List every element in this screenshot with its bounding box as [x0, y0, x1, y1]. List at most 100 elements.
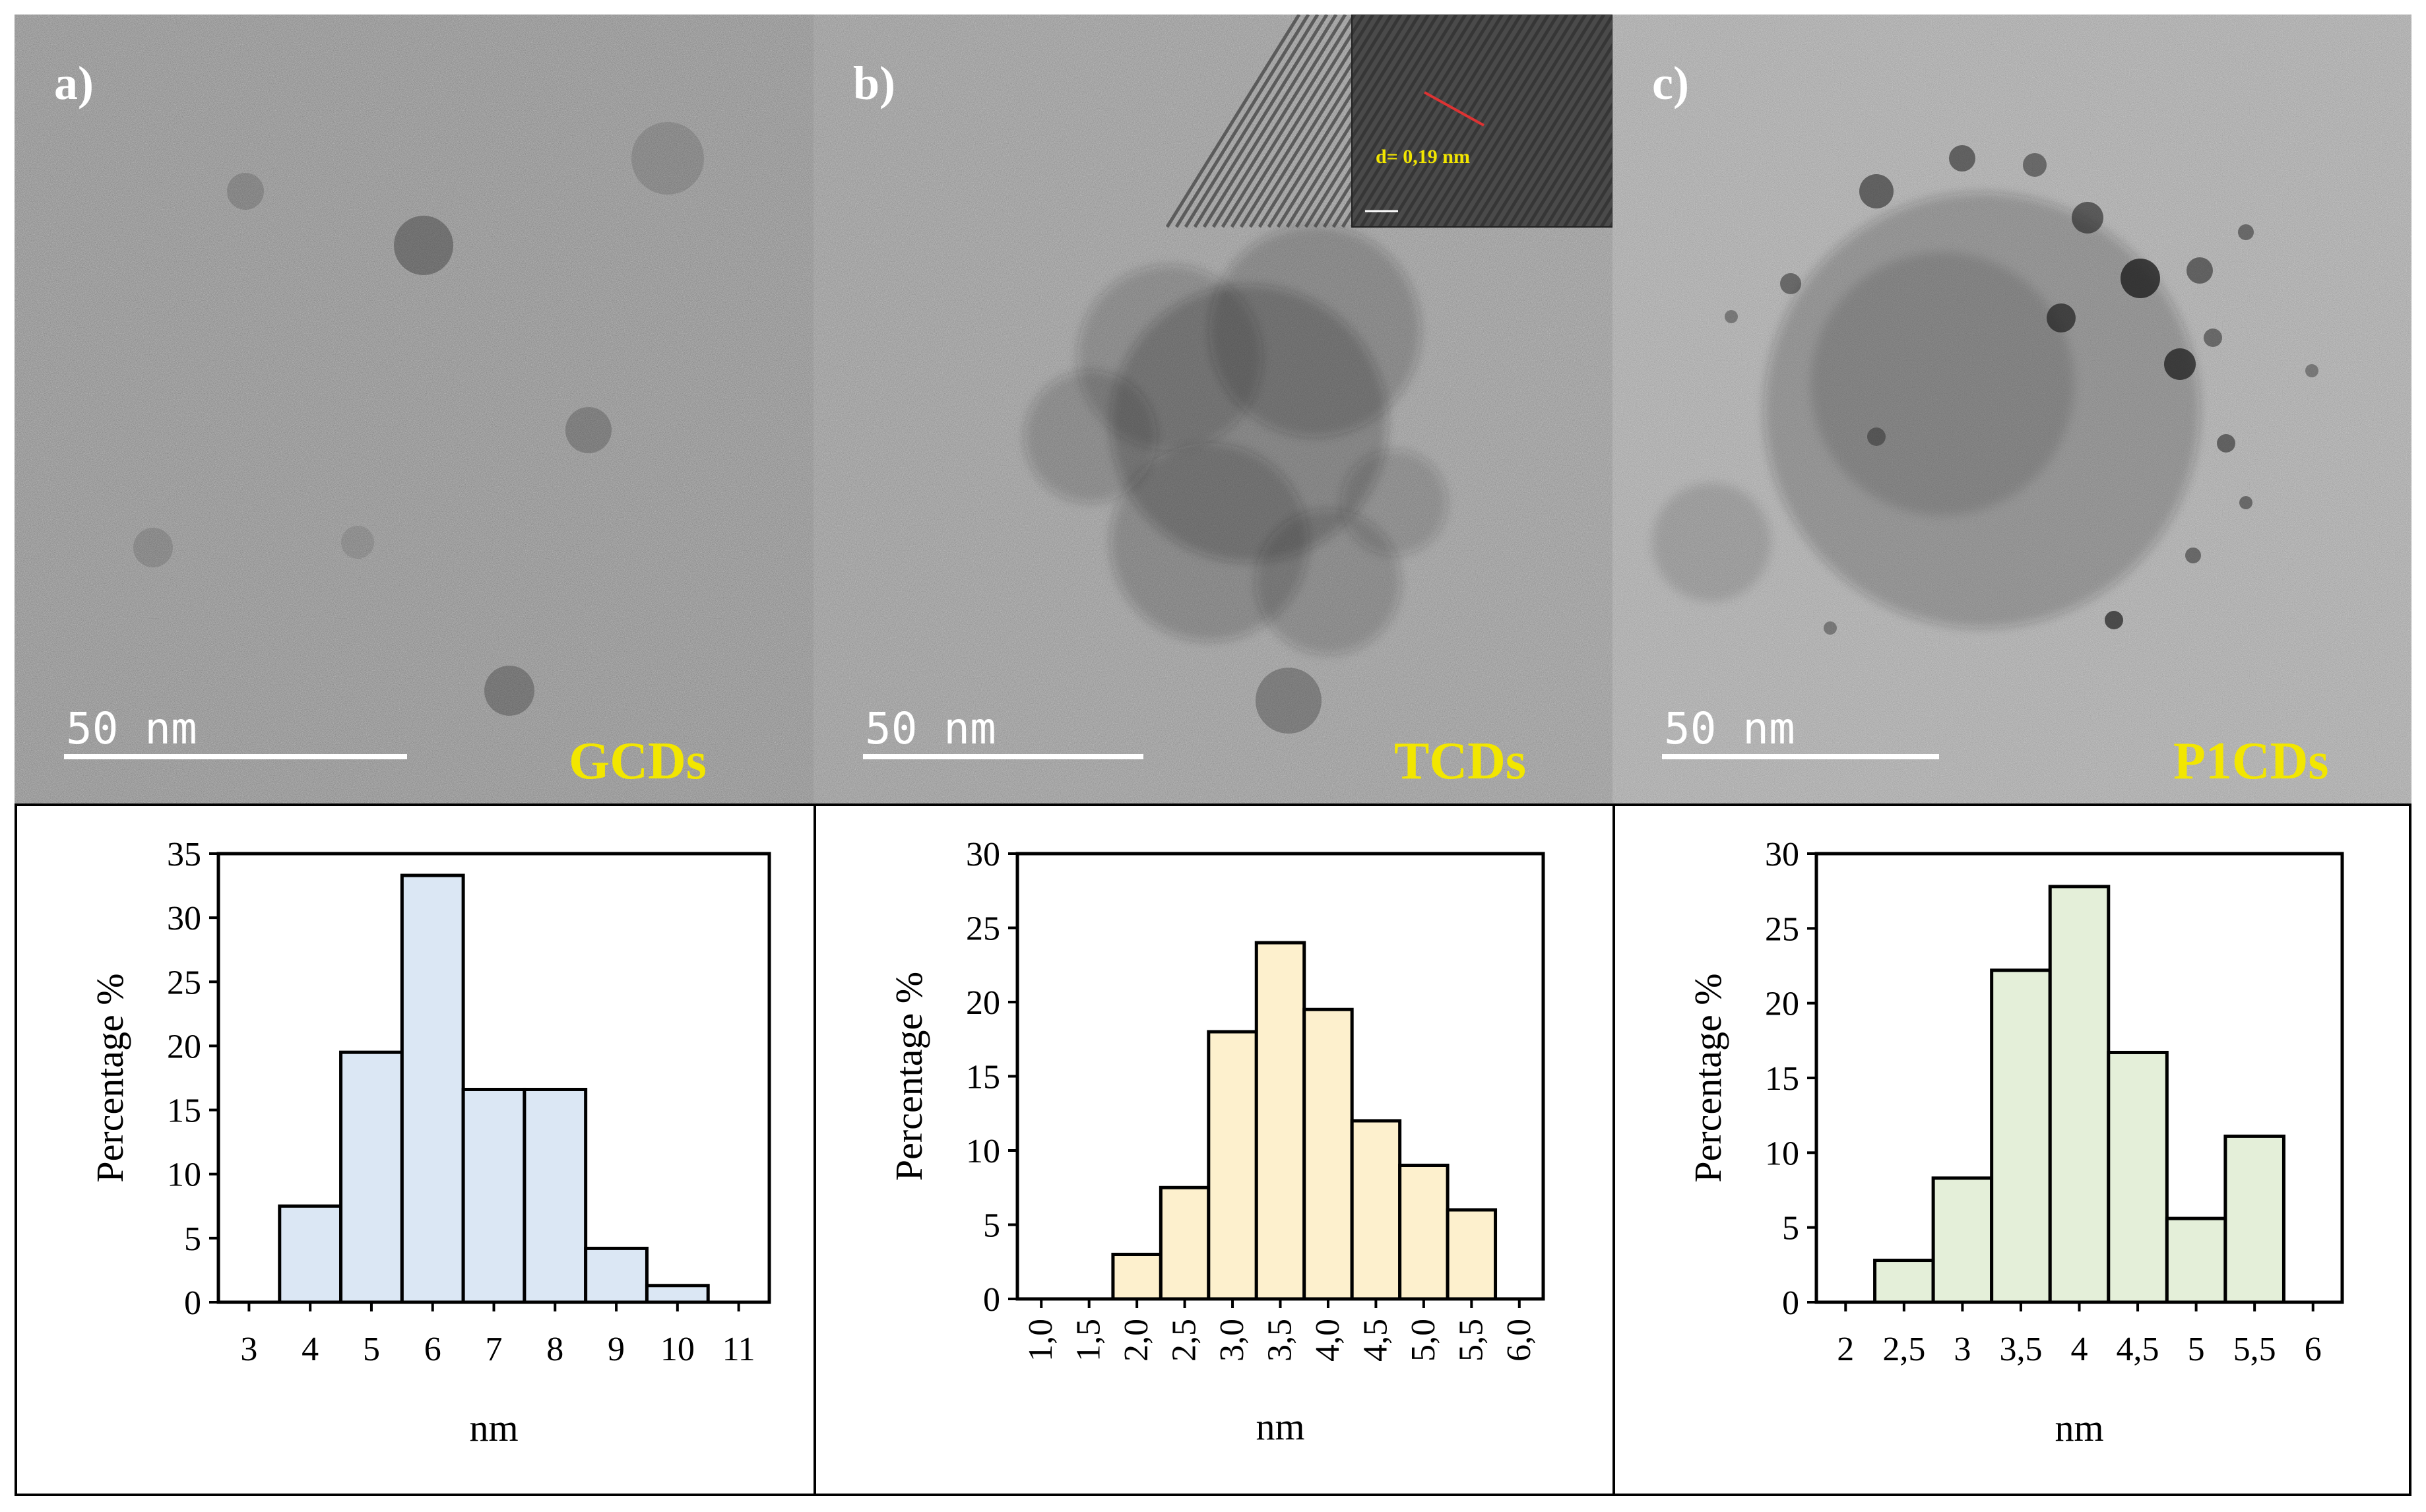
- y-axis: 0 5 10 15 20 25 30 35: [167, 836, 218, 1322]
- nanoparticle: [341, 526, 374, 559]
- y-tick-label: 35: [167, 836, 201, 873]
- x-tick-label: 2,5: [1882, 1331, 1925, 1368]
- micrograph-noise: [15, 15, 814, 803]
- tem-image-b: d= 0,19 nm 50 nm b) TCDs: [814, 15, 1612, 803]
- y-axis-label: Percentage %: [1686, 973, 1729, 1182]
- tem-image-a: 50 nm a) GCDs: [15, 15, 814, 803]
- histogram-bar: [1446, 1208, 1498, 1301]
- x-tick-label: 3: [240, 1331, 257, 1368]
- nanoparticle: [394, 216, 453, 275]
- x-tick-label: 5: [363, 1331, 380, 1368]
- histogram-bar: [1207, 1030, 1258, 1301]
- nanoparticle: [2047, 303, 2076, 332]
- x-tick-label: 3,5: [1261, 1319, 1299, 1362]
- x-tick-label: 2: [1837, 1331, 1854, 1368]
- bar-group: [1111, 941, 1498, 1301]
- panel-letter: a): [54, 57, 94, 110]
- nanoparticle: [1824, 621, 1837, 635]
- histogram-bar: [400, 873, 465, 1304]
- nanoparticle: [1725, 310, 1738, 323]
- x-tick-label: 1,5: [1070, 1319, 1108, 1362]
- histogram-bar: [339, 1050, 404, 1304]
- histogram-bar: [1931, 1176, 1994, 1304]
- particle-group: [1652, 145, 2318, 635]
- x-axis: 1,0 1,5 2,0 2,5 3,0 3,5 4,0 4,5 5,0 5,5 6,0: [1022, 1299, 1538, 1362]
- nanoparticle: [1867, 427, 1886, 446]
- nanoparticle: [2204, 329, 2222, 347]
- particle-group: [133, 122, 704, 716]
- histogram-panel-b: 0 5 10 15 20 25 30 1,0 1,5 2,0 2,5 3,0 3,5 4,0 4,5 5,0 5…: [814, 803, 1615, 1496]
- histogram-bar: [461, 1087, 527, 1304]
- bar-group: [1873, 885, 2285, 1304]
- y-axis-label: Percentage %: [88, 973, 131, 1182]
- x-tick-label: 5,5: [2233, 1331, 2276, 1368]
- histogram-bar: [1873, 1259, 1935, 1304]
- nanoparticle: [1810, 252, 2074, 516]
- y-tick-label: 30: [966, 836, 1000, 873]
- y-tick-label: 0: [983, 1281, 1000, 1319]
- nanoparticle: [2023, 153, 2047, 177]
- x-tick-label: 3: [1954, 1331, 1971, 1368]
- x-tick-label: 8: [546, 1331, 563, 1368]
- histogram-svg: 0 5 10 15 20 25 30 2 2,5 3 3,5 4 4,5 5 5,5 6 nm Percentag…: [1686, 836, 2344, 1449]
- nanoparticle: [2217, 434, 2235, 453]
- y-axis: 0 5 10 15 20 25 30: [1765, 836, 1816, 1322]
- tem-image-row: 50 nm a) GCDs d= 0,19 nm 50 nm b) TCDs 50 nm c…: [15, 15, 2411, 803]
- histogram-bar: [1302, 1007, 1354, 1301]
- y-tick-label: 10: [966, 1133, 1000, 1170]
- histogram-svg: 0 5 10 15 20 25 30 1,0 1,5 2,0 2,5 3,0 3,5 4,0 4,5 5,0 5…: [887, 836, 1545, 1448]
- histogram-bar: [523, 1087, 588, 1304]
- x-tick-label: 1,0: [1022, 1319, 1060, 1362]
- x-axis: 3 4 5 6 7 8 9 10 11: [240, 1302, 755, 1368]
- x-tick-label: 10: [660, 1331, 695, 1368]
- histogram-panel-a: 0 5 10 15 20 25 30 35 3 4 5 6 7 8 9 10 11 nm Percentage %: [15, 803, 816, 1496]
- nanoparticle: [2185, 548, 2201, 563]
- sample-label: TCDs: [1394, 732, 1526, 790]
- nanoparticle: [2105, 611, 2123, 629]
- nanoparticle: [1256, 668, 1322, 734]
- histogram-svg: 0 5 10 15 20 25 30 35 3 4 5 6 7 8 9 10 11 nm Percentage %: [88, 836, 771, 1449]
- x-axis: 2 2,5 3 3,5 4 4,5 5 5,5 6: [1837, 1302, 2322, 1368]
- scale-bar-label: 50 nm: [1664, 703, 1795, 754]
- panel-letter: b): [853, 57, 895, 110]
- tem-micrograph-svg: d= 0,19 nm 50 nm b) TCDs: [814, 15, 1612, 803]
- x-tick-label: 4,0: [1309, 1319, 1347, 1362]
- nanoparticle: [2305, 364, 2318, 377]
- y-tick-label: 30: [167, 900, 201, 937]
- nanoparticle: [2187, 257, 2213, 284]
- histogram-bar: [2048, 885, 2111, 1304]
- nanoparticle: [227, 173, 264, 210]
- nanoparticle: [2238, 224, 2254, 240]
- histogram-bar: [584, 1246, 649, 1304]
- nanoparticle: [1209, 226, 1420, 437]
- y-tick-label: 15: [966, 1059, 1000, 1096]
- x-tick-label: 5,5: [1452, 1319, 1490, 1362]
- histogram-bar: [1990, 968, 2052, 1304]
- x-tick-label: 6: [2305, 1331, 2322, 1368]
- histogram-bar: [2165, 1216, 2227, 1304]
- histogram-bar: [1159, 1185, 1211, 1301]
- nanoparticle: [133, 528, 173, 567]
- x-tick-label: 2,0: [1118, 1319, 1155, 1362]
- x-tick-label: 9: [608, 1331, 625, 1368]
- x-tick-label: 3,0: [1213, 1319, 1251, 1362]
- hrtem-inset: d= 0,19 nm: [1165, 15, 1612, 228]
- nanoparticle: [484, 666, 534, 716]
- x-tick-label: 4: [2071, 1331, 2088, 1368]
- y-tick-label: 25: [1765, 910, 1799, 948]
- y-tick-label: 25: [167, 964, 201, 1001]
- y-axis: 0 5 10 15 20 25 30: [966, 836, 1017, 1319]
- y-tick-label: 5: [1782, 1210, 1799, 1247]
- y-tick-label: 20: [1765, 986, 1799, 1023]
- nanoparticle: [1025, 371, 1157, 503]
- histogram-row: 0 5 10 15 20 25 30 35 3 4 5 6 7 8 9 10 11 nm Percentage % …: [15, 803, 2411, 1496]
- y-tick-label: 30: [1765, 836, 1799, 873]
- histogram-bar: [645, 1284, 710, 1304]
- histogram-bar: [2107, 1050, 2169, 1304]
- y-tick-label: 20: [167, 1028, 201, 1065]
- nanoparticle: [1949, 145, 1975, 172]
- y-tick-label: 5: [184, 1220, 201, 1258]
- x-tick-label: 3,5: [1999, 1331, 2042, 1368]
- tem-micrograph-svg: 50 nm c) P1CDs: [1612, 15, 2411, 803]
